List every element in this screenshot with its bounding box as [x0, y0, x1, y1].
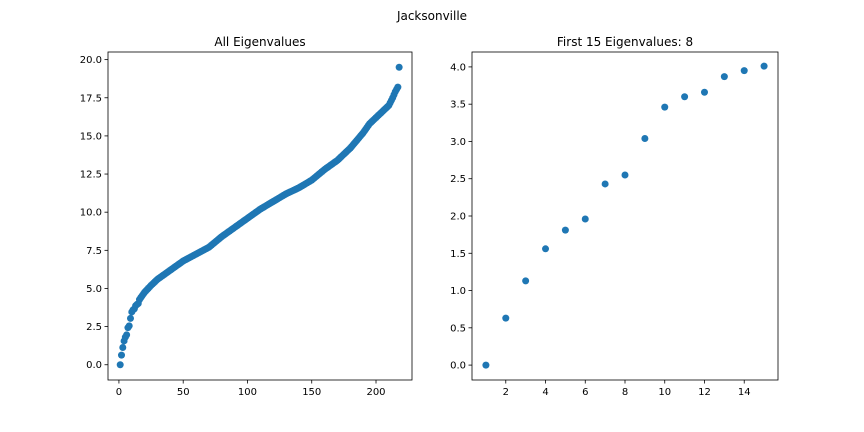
- y-tick-label: 10.0: [80, 208, 102, 219]
- y-tick-label: 0.0: [450, 361, 466, 372]
- x-tick-label: 8: [622, 387, 628, 398]
- y-tick-label: 2.0: [450, 212, 466, 223]
- left-axes-yticks: 0.0 2.5 5.0 7.5 10.0 12.5 15.0 17.5 20.0: [80, 55, 108, 371]
- y-tick-label: 0.5: [450, 323, 466, 334]
- right-axes-yticks: 0.0 0.5 1.0 1.5 2.0 2.5 3.0 3.5 4.0: [450, 62, 472, 372]
- scatter-point: [395, 63, 403, 71]
- x-tick-label: 6: [582, 387, 588, 398]
- right-axes-first-15-eigenvalues: First 15 Eigenvalues: 8 2 4 6 8 10 12 14 0.00.…: [450, 35, 779, 398]
- scatter-point: [125, 322, 133, 330]
- x-tick-label: 12: [698, 387, 711, 398]
- right-axes-points: [482, 62, 768, 369]
- scatter-point: [581, 215, 589, 223]
- figure-suptitle: Jacksonville: [396, 9, 467, 23]
- y-tick-label: 20.0: [80, 55, 102, 66]
- scatter-point: [123, 331, 131, 339]
- scatter-point: [116, 361, 124, 369]
- y-tick-label: 2.5: [450, 174, 466, 185]
- y-tick-label: 1.0: [450, 286, 466, 297]
- x-tick-label: 150: [302, 387, 321, 398]
- y-tick-label: 5.0: [86, 284, 102, 295]
- x-tick-label: 100: [238, 387, 257, 398]
- right-axes-xticks: 2 4 6 8 10 12 14: [503, 380, 751, 398]
- scatter-point: [542, 245, 550, 253]
- scatter-point: [720, 73, 728, 81]
- y-tick-label: 1.5: [450, 249, 466, 260]
- x-tick-label: 200: [366, 387, 385, 398]
- y-tick-label: 2.5: [86, 322, 102, 333]
- scatter-point: [601, 180, 609, 188]
- scatter-point: [522, 277, 530, 285]
- x-tick-label: 0: [116, 387, 122, 398]
- left-axes-points: [116, 63, 403, 369]
- x-tick-label: 2: [503, 387, 509, 398]
- scatter-point: [621, 171, 629, 179]
- right-axes-title: First 15 Eigenvalues: 8: [557, 35, 693, 49]
- scatter-point: [561, 226, 569, 234]
- y-tick-label: 3.5: [450, 100, 466, 111]
- scatter-point: [740, 67, 748, 75]
- y-tick-label: 7.5: [86, 246, 102, 257]
- left-axes-frame: [107, 51, 413, 381]
- scatter-point: [482, 361, 490, 369]
- scatter-point: [700, 88, 708, 96]
- y-tick-label: 15.0: [80, 131, 102, 142]
- y-tick-label: 12.5: [80, 170, 102, 181]
- scatter-point: [641, 134, 649, 142]
- x-tick-label: 10: [658, 387, 671, 398]
- scatter-point: [126, 314, 134, 322]
- left-axes-title: All Eigenvalues: [214, 35, 305, 49]
- scatter-point: [119, 344, 127, 352]
- scatter-point: [118, 351, 125, 359]
- right-axes-frame: [471, 51, 779, 381]
- scatter-point: [681, 93, 689, 101]
- x-tick-label: 4: [542, 387, 548, 398]
- y-tick-label: 3.0: [450, 137, 466, 148]
- scatter-point: [394, 83, 402, 91]
- left-axes-all-eigenvalues: All Eigenvalues 0 50 100 150 200 0.0 2.5 5.0 7.…: [80, 35, 413, 398]
- y-tick-label: 4.0: [450, 62, 466, 73]
- scatter-point: [760, 62, 768, 70]
- scatter-point: [502, 314, 510, 322]
- left-axes-xticks: 0 50 100 150 200: [116, 380, 386, 398]
- y-tick-label: 17.5: [80, 93, 102, 104]
- y-tick-label: 0.0: [86, 360, 102, 371]
- x-tick-label: 14: [738, 387, 751, 398]
- scatter-point: [661, 103, 669, 111]
- x-tick-label: 50: [177, 387, 190, 398]
